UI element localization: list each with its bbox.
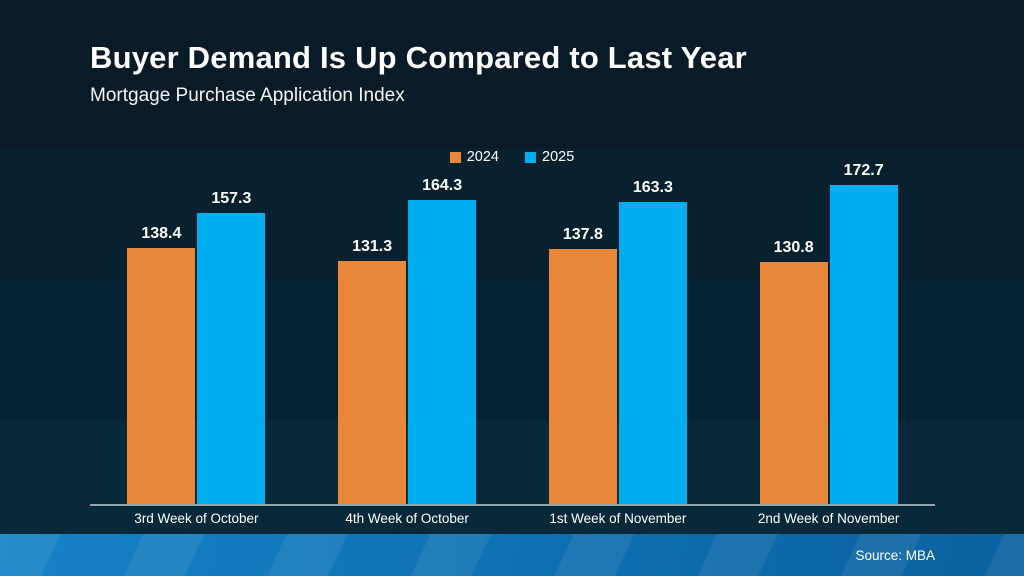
bar-group: 130.8 172.7 <box>759 162 898 505</box>
x-axis-line <box>90 504 935 506</box>
bar-2024 <box>759 262 828 505</box>
bar-2024 <box>127 248 196 505</box>
bar-2025 <box>829 185 898 505</box>
category-label: 1st Week of November <box>549 511 687 526</box>
bar-value-label: 157.3 <box>211 190 252 207</box>
bar-2024 <box>548 249 617 505</box>
category-label: 3rd Week of October <box>134 511 259 526</box>
legend-swatch-2024 <box>449 151 461 163</box>
legend-item-2024: 2024 <box>449 149 499 165</box>
bar-2025 <box>408 200 477 505</box>
bar-value-label: 130.8 <box>773 239 814 256</box>
bar-group: 131.3 164.3 <box>338 177 477 505</box>
bar-value-label: 137.8 <box>562 226 603 243</box>
bar-value-label: 164.3 <box>422 177 463 194</box>
category-labels: 3rd Week of October 4th Week of October 1s… <box>91 511 934 526</box>
category-label: 4th Week of October <box>345 511 469 526</box>
chart-title: Buyer Demand Is Up Compared to Last Year <box>90 40 747 75</box>
legend-swatch-2025 <box>525 151 536 163</box>
bar-value-label: 131.3 <box>352 238 393 255</box>
legend-item-2025: 2025 <box>525 149 574 165</box>
legend-label-2025: 2025 <box>542 149 575 165</box>
bar-2025 <box>197 213 266 505</box>
bar-column: 163.3 <box>618 179 687 505</box>
legend-label-2024: 2024 <box>466 149 499 165</box>
bar-column: 130.8 <box>759 239 828 505</box>
bar-2025 <box>618 202 687 505</box>
bar-value-label: 163.3 <box>632 179 673 196</box>
footer-bar: Source: MBA <box>0 534 1024 576</box>
chart-legend: 2024 2025 <box>0 149 1024 165</box>
bar-column: 138.4 <box>127 225 196 505</box>
plot-area: 138.4 157.3 131.3 164.3 137.8 163.3 130.8 172.7 <box>91 162 934 505</box>
bar-2024 <box>338 261 407 505</box>
background-band <box>0 0 1024 148</box>
bar-column: 164.3 <box>408 177 477 505</box>
chart-subtitle: Mortgage Purchase Application Index <box>90 85 405 106</box>
bar-column: 172.7 <box>829 162 898 505</box>
bar-column: 131.3 <box>338 238 407 505</box>
bar-group: 138.4 157.3 <box>127 190 266 505</box>
bar-value-label: 138.4 <box>141 225 182 242</box>
bar-value-label: 172.7 <box>843 162 884 179</box>
bar-column: 157.3 <box>197 190 266 505</box>
bar-column: 137.8 <box>548 226 617 505</box>
source-attribution: Source: MBA <box>855 547 935 563</box>
category-label: 2nd Week of November <box>757 511 900 526</box>
bar-group: 137.8 163.3 <box>548 179 687 505</box>
